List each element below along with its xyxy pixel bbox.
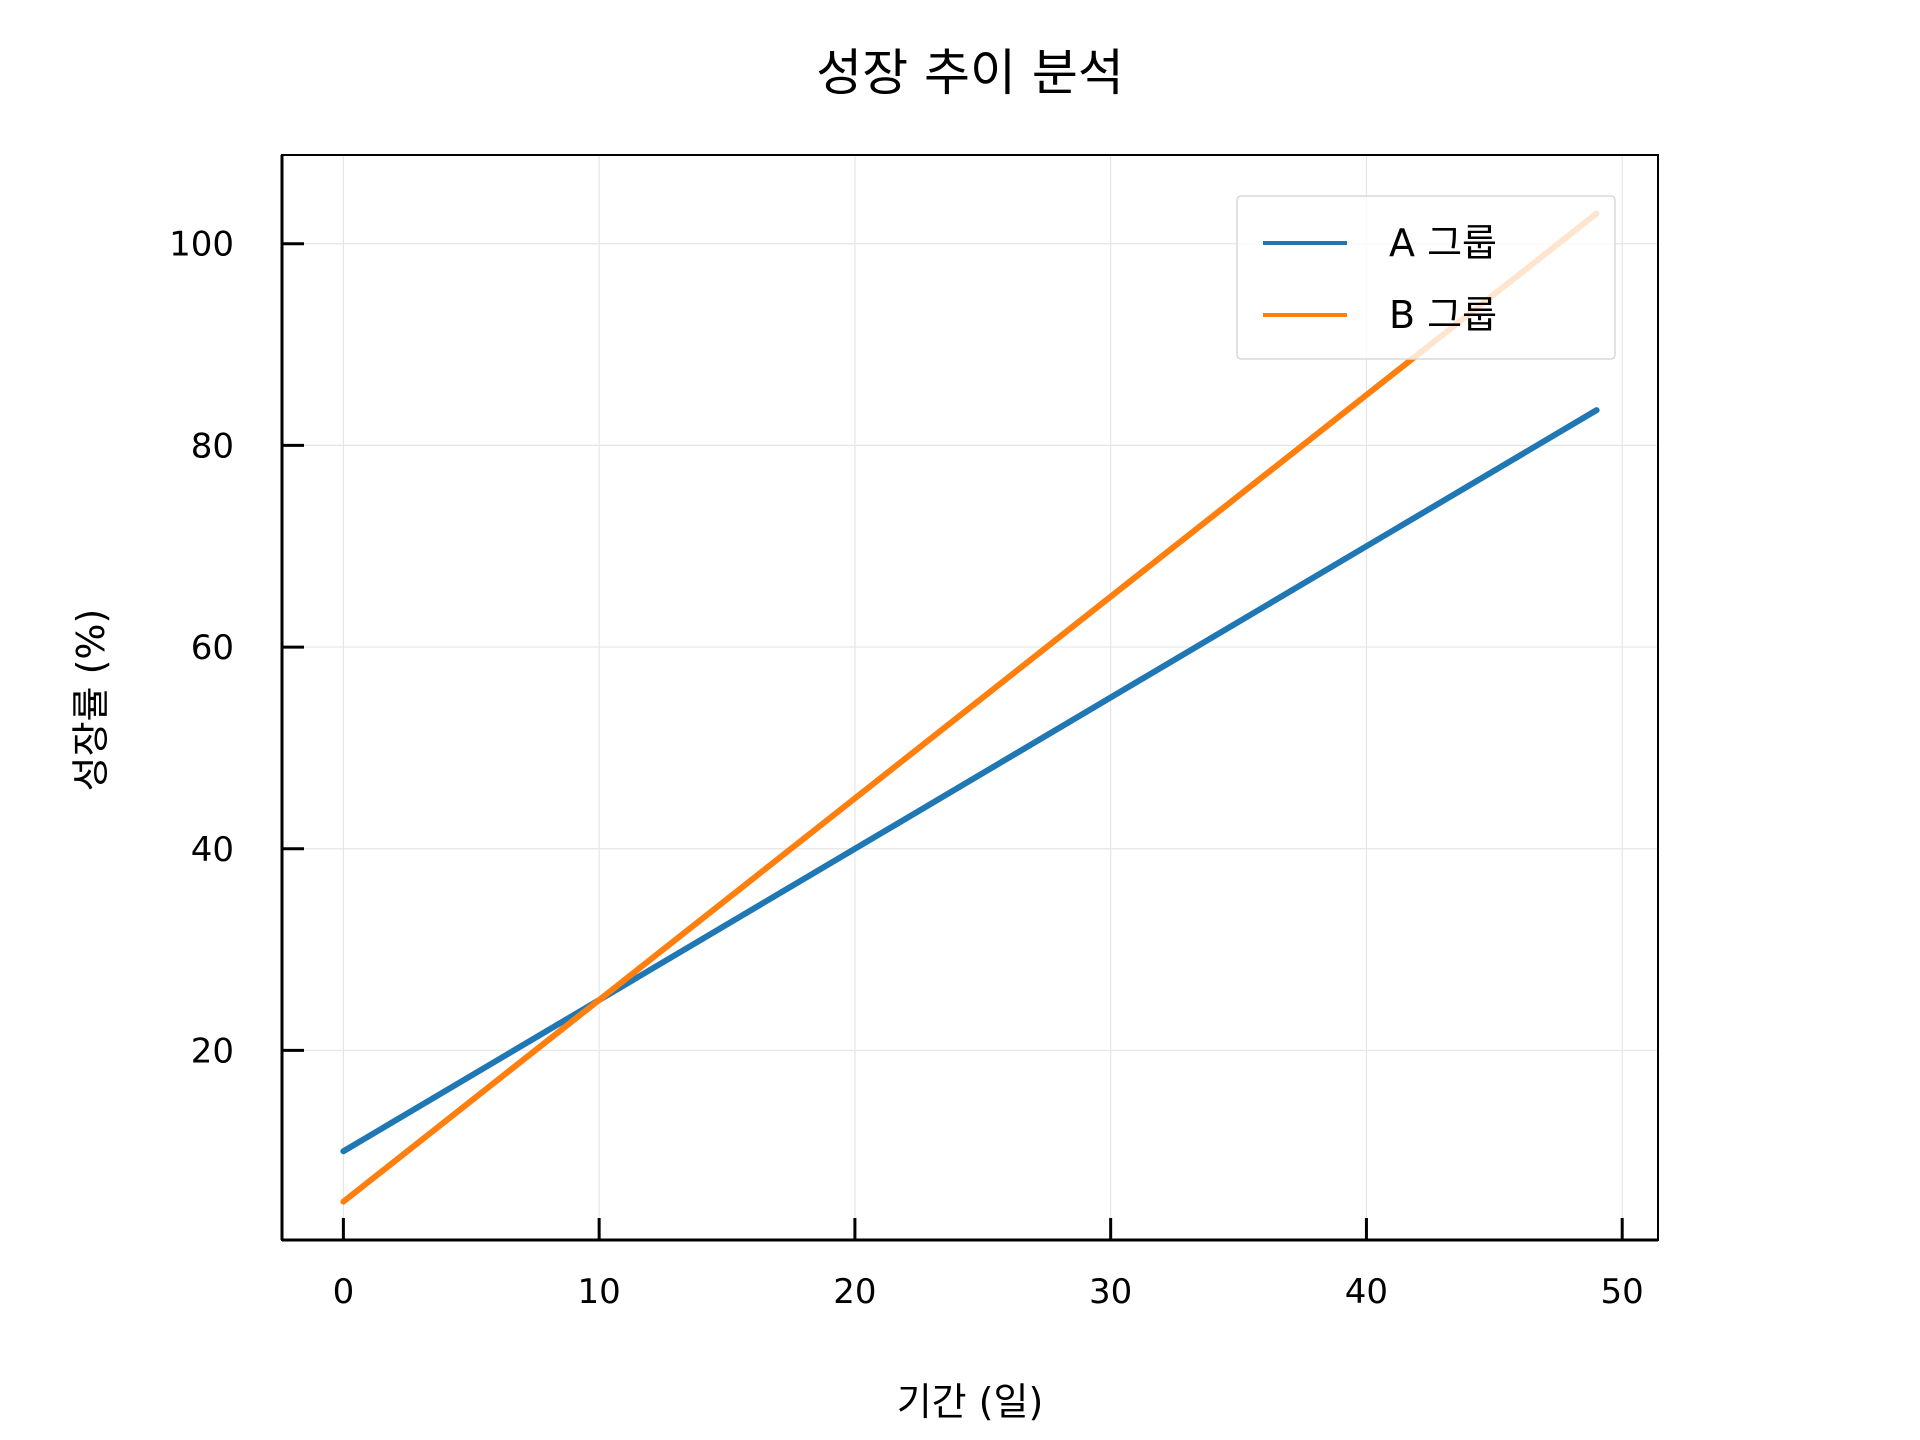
series-line-b (340, 210, 1600, 1205)
legend-label: A 그룹 (1389, 221, 1497, 265)
ticks: 0 10 20 30 40 50 20 40 60 80 100 (169, 225, 1644, 1312)
y-tick-label: 20 (191, 1031, 234, 1071)
legend-label: B 그룹 (1389, 293, 1497, 337)
x-tick-label: 20 (833, 1272, 876, 1312)
x-tick-label: 10 (578, 1272, 621, 1312)
x-tick-label: 50 (1601, 1272, 1644, 1312)
x-tick-label: 30 (1089, 1272, 1132, 1312)
chart-title: 성장 추이 분석 (816, 44, 1124, 102)
x-tick-label: 0 (333, 1272, 355, 1312)
x-axis-label: 기간 (일) (897, 1380, 1044, 1424)
legend-box (1236, 195, 1616, 360)
y-tick-label: 40 (191, 830, 234, 870)
y-tick-label: 100 (169, 225, 234, 265)
x-tick-label: 40 (1345, 1272, 1388, 1312)
y-axis-label: 성장률 (%) (69, 609, 113, 792)
y-tick-label: 80 (191, 426, 234, 466)
series-layer (340, 210, 1600, 1205)
series-line-a (340, 407, 1600, 1155)
legend: A 그룹 B 그룹 (1236, 195, 1616, 360)
y-tick-label: 60 (191, 628, 234, 668)
axes (280, 154, 1659, 1242)
